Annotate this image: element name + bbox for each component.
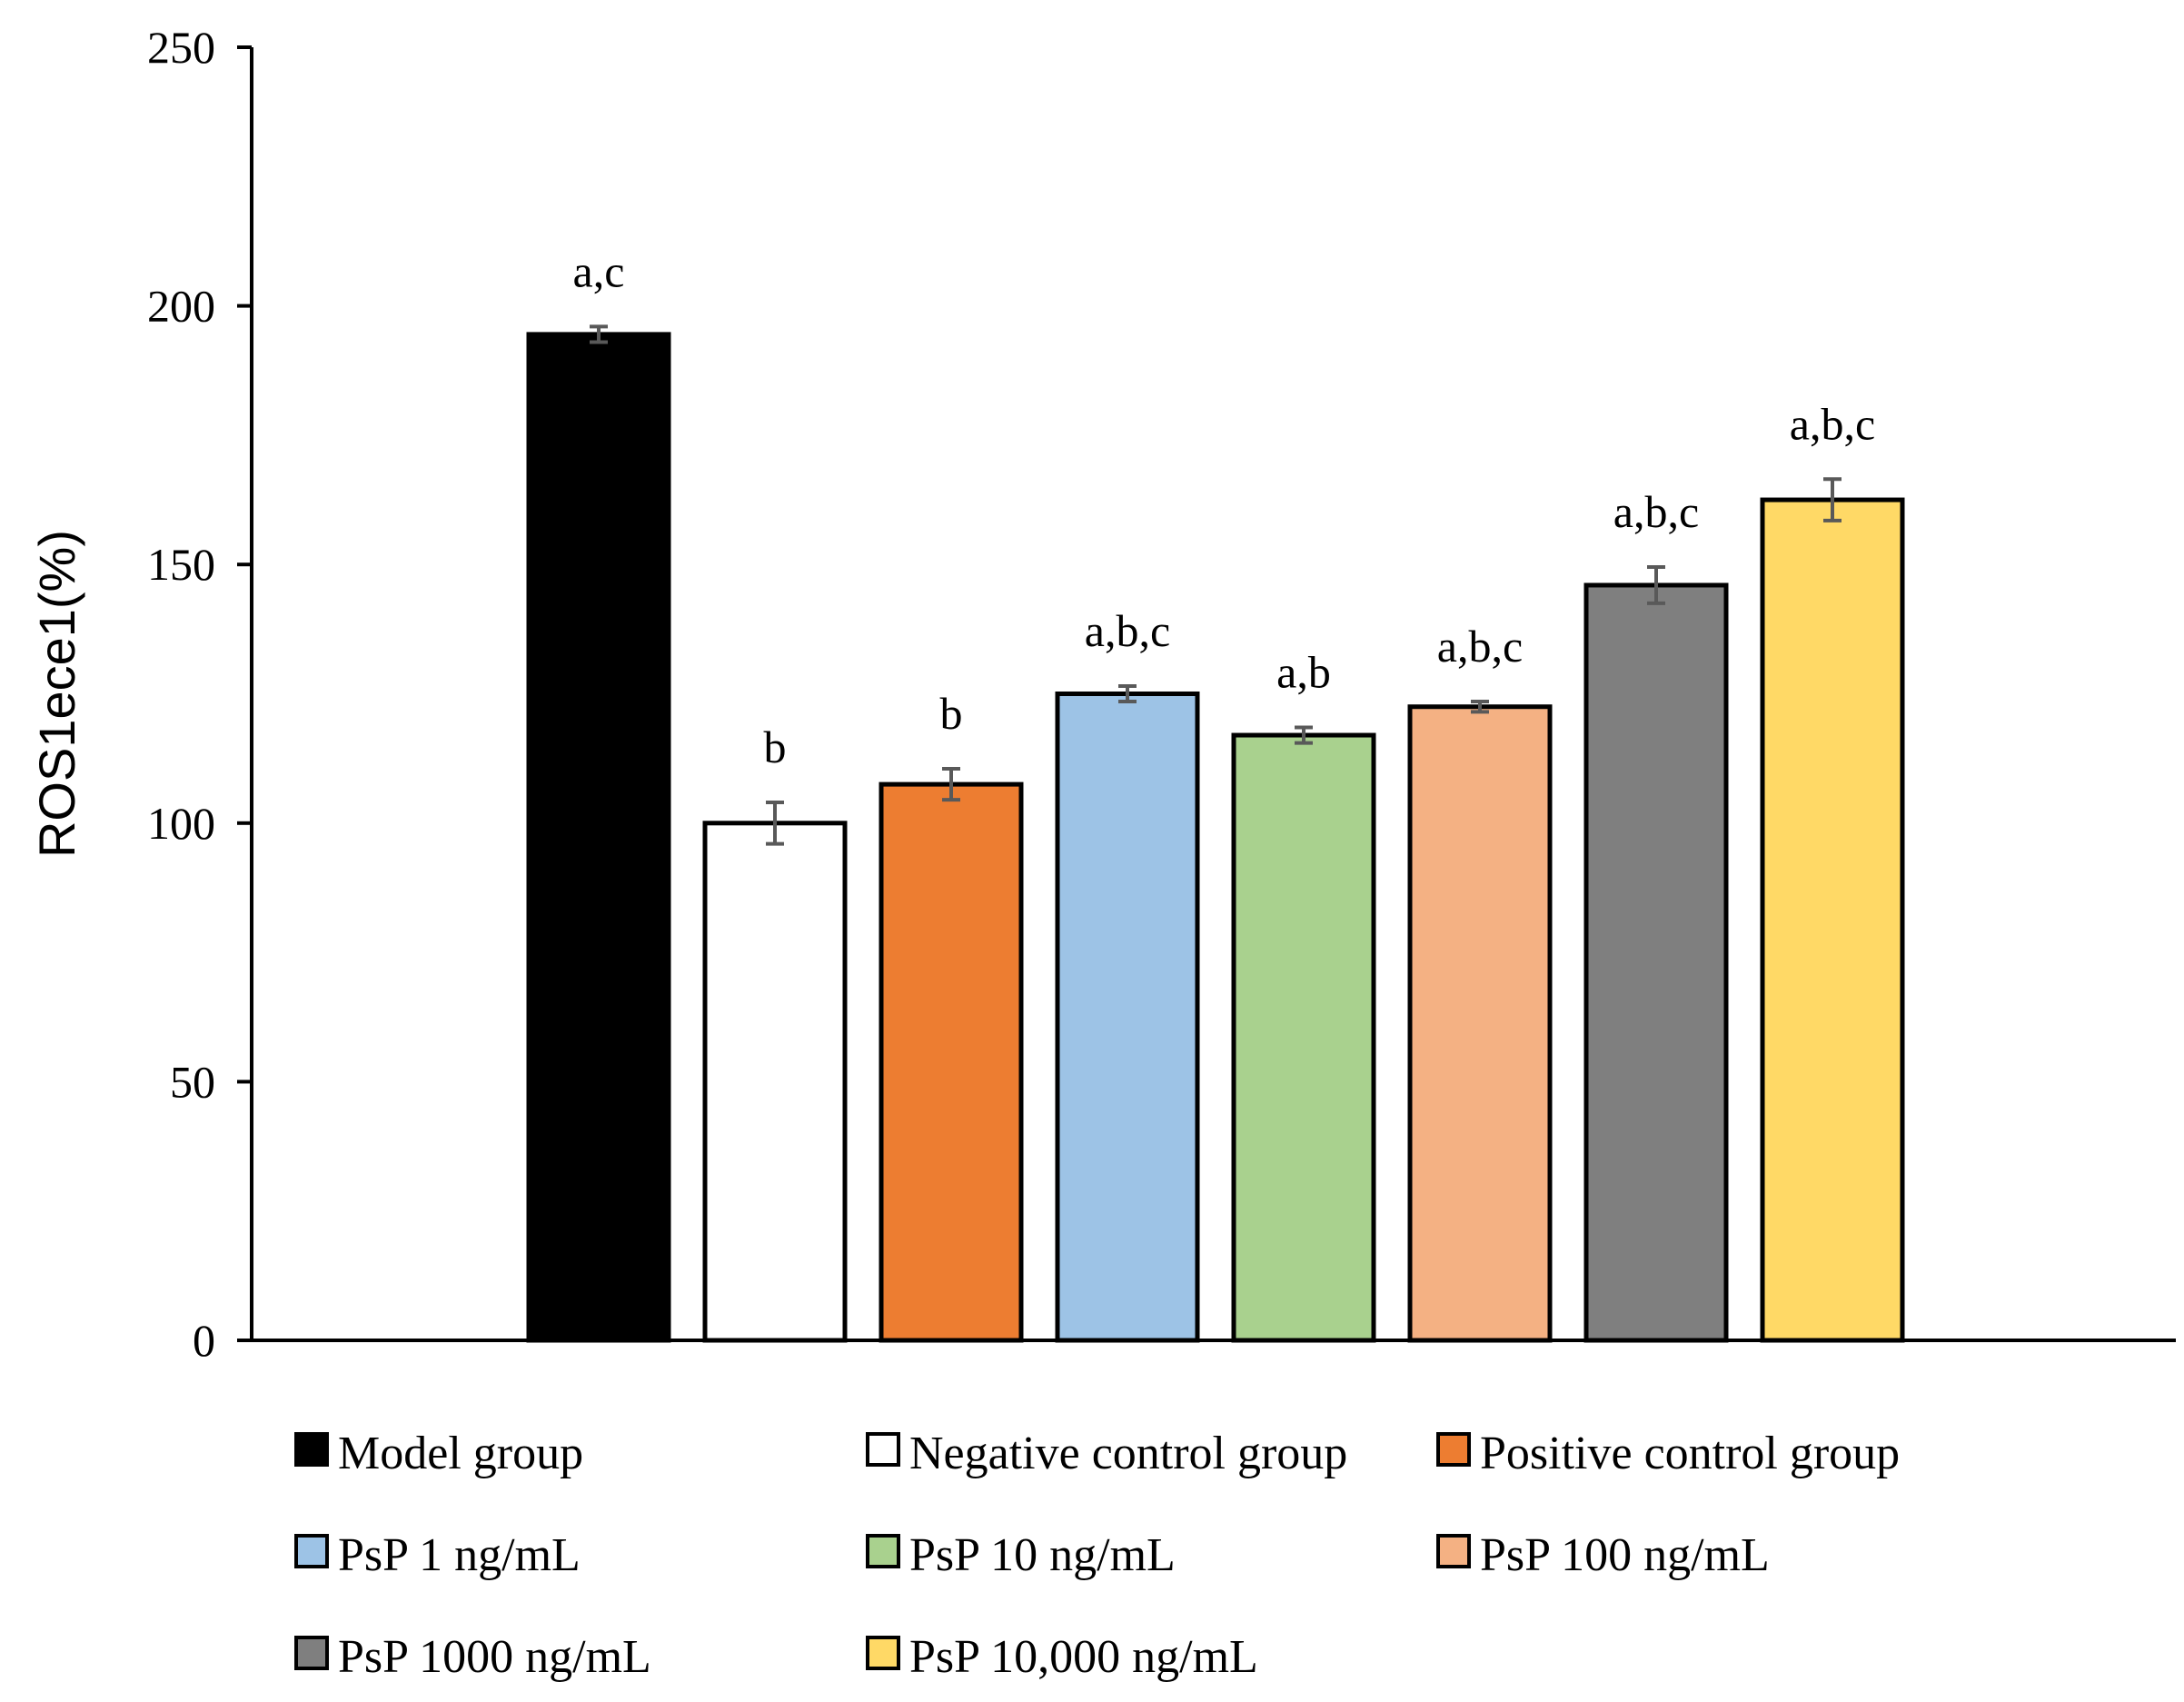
significance-label: a,b,c xyxy=(1613,486,1699,537)
significance-label: b xyxy=(940,688,963,739)
y-tick-label: 250 xyxy=(147,22,215,73)
legend-item: Model group xyxy=(294,1428,583,1479)
y-tick-label: 50 xyxy=(170,1056,215,1107)
error-bar xyxy=(1647,565,1665,605)
significance-label: a,b,c xyxy=(1085,605,1170,656)
legend-label: Negative control group xyxy=(909,1428,1347,1479)
legend-item: Positive control group xyxy=(1436,1428,1900,1479)
y-axis-label: ROS1ece1(%) xyxy=(28,530,85,858)
error-bar xyxy=(766,801,784,846)
legend-item: PsP 10 ng/mL xyxy=(866,1529,1176,1581)
legend-swatch xyxy=(294,1636,329,1670)
y-axis-ticks: 0 50 100 150 200 250 xyxy=(147,22,252,1366)
y-tick-label: 150 xyxy=(147,539,215,590)
legend-label: PsP 1 ng/mL xyxy=(338,1529,581,1581)
error-bar xyxy=(1295,725,1313,745)
bar xyxy=(879,781,1024,1343)
bar xyxy=(526,332,671,1343)
legend-item: PsP 100 ng/mL xyxy=(1436,1529,1770,1581)
legend-label: PsP 10,000 ng/mL xyxy=(909,1631,1258,1683)
significance-label: a,c xyxy=(573,245,625,296)
error-bar xyxy=(1823,477,1842,523)
y-tick-label: 200 xyxy=(147,281,215,332)
significance-label: a,b xyxy=(1276,646,1331,697)
legend-swatch xyxy=(294,1432,329,1467)
bar xyxy=(1231,732,1376,1343)
error-bar xyxy=(1471,700,1489,714)
error-bar xyxy=(590,324,608,344)
legend: Model group Negative control group Positiv… xyxy=(294,1428,1900,1683)
y-tick-label: 0 xyxy=(193,1315,215,1366)
legend-swatch xyxy=(294,1534,329,1568)
bar xyxy=(1407,704,1553,1343)
legend-item: PsP 10,000 ng/mL xyxy=(866,1631,1258,1683)
legend-swatch xyxy=(1436,1534,1471,1568)
significance-label: a,b,c xyxy=(1790,398,1875,449)
legend-item: PsP 1000 ng/mL xyxy=(294,1631,651,1683)
legend-item: PsP 1 ng/mL xyxy=(294,1529,581,1581)
legend-item: Negative control group xyxy=(866,1428,1347,1479)
bar xyxy=(1055,692,1200,1343)
bars: a,c b b a,b,c a,b a,b,c a,b,c a,b,c xyxy=(526,245,1905,1343)
legend-label: Positive control group xyxy=(1480,1428,1900,1479)
bar xyxy=(1583,582,1729,1343)
legend-swatch xyxy=(866,1636,900,1670)
legend-swatch xyxy=(866,1432,900,1467)
legend-label: PsP 1000 ng/mL xyxy=(338,1631,651,1683)
legend-label: Model group xyxy=(338,1428,583,1479)
error-bar xyxy=(1118,683,1137,704)
significance-label: b xyxy=(764,722,787,772)
bar xyxy=(702,821,848,1343)
legend-label: PsP 100 ng/mL xyxy=(1480,1529,1770,1581)
legend-swatch xyxy=(1436,1432,1471,1467)
bar xyxy=(1760,497,1905,1343)
error-bar xyxy=(942,767,960,802)
y-tick-label: 100 xyxy=(147,798,215,849)
legend-swatch xyxy=(866,1534,900,1568)
significance-label: a,b,c xyxy=(1437,621,1523,672)
legend-label: PsP 10 ng/mL xyxy=(909,1529,1176,1581)
